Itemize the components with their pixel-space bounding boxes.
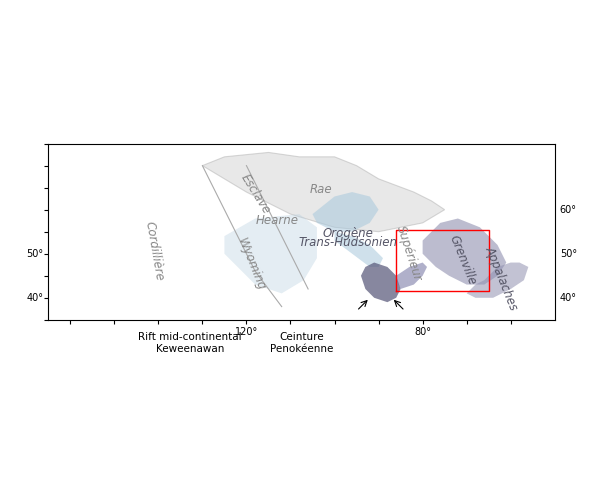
Polygon shape — [224, 214, 317, 293]
Text: Appalaches: Appalaches — [483, 244, 521, 312]
Text: Ceinture
Penokéenne: Ceinture Penokéenne — [270, 332, 333, 354]
Text: Hearne: Hearne — [256, 214, 298, 227]
Polygon shape — [467, 263, 528, 298]
Polygon shape — [203, 152, 444, 232]
Text: 80°: 80° — [414, 327, 431, 337]
Polygon shape — [361, 263, 400, 302]
Polygon shape — [312, 192, 379, 232]
Text: Cordillière: Cordillière — [142, 221, 166, 282]
Polygon shape — [423, 218, 507, 284]
Text: Rift mid-continental
Keweenawan: Rift mid-continental Keweenawan — [138, 332, 242, 354]
Text: 40°: 40° — [26, 293, 43, 303]
Text: Orogène: Orogène — [323, 227, 373, 241]
Text: Esclave: Esclave — [238, 172, 273, 217]
Text: 120°: 120° — [235, 327, 258, 337]
Text: Grenville: Grenville — [446, 234, 478, 287]
Text: 50°: 50° — [26, 249, 43, 259]
Polygon shape — [335, 232, 383, 267]
Text: Wyoming: Wyoming — [235, 237, 267, 293]
Text: Trans-Hudsonien: Trans-Hudsonien — [298, 236, 397, 249]
Text: 60°: 60° — [560, 205, 577, 214]
Text: Supérieur: Supérieur — [394, 224, 425, 283]
Text: Rae: Rae — [310, 183, 333, 196]
Text: 40°: 40° — [560, 293, 577, 303]
Text: 50°: 50° — [560, 249, 577, 259]
Polygon shape — [396, 263, 427, 289]
